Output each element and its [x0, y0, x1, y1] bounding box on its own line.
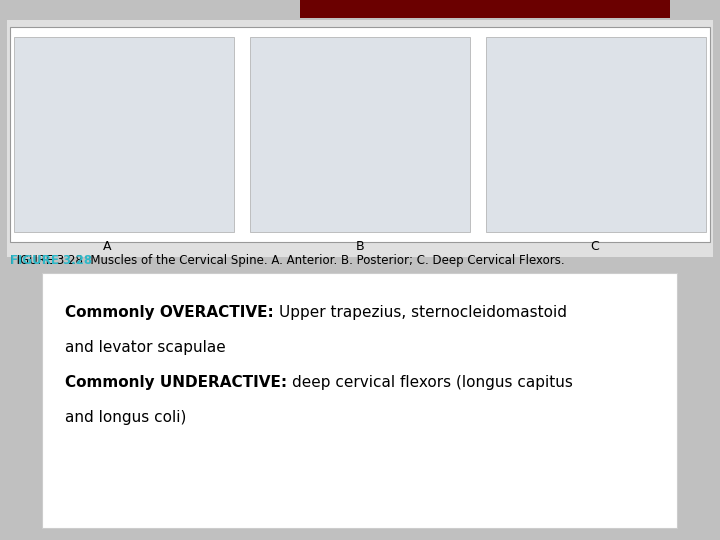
- Bar: [250, 37, 470, 232]
- Text: FIGURE 3.28: FIGURE 3.28: [10, 254, 92, 267]
- Text: and longus coli): and longus coli): [65, 410, 186, 425]
- Text: B: B: [356, 240, 364, 253]
- Bar: [42, 273, 677, 528]
- Bar: [14, 37, 234, 232]
- Bar: [7, 20, 713, 257]
- Text: C: C: [590, 240, 599, 253]
- Text: Upper trapezius, sternocleidomastoid: Upper trapezius, sternocleidomastoid: [279, 305, 567, 320]
- Text: Commonly UNDERACTIVE:: Commonly UNDERACTIVE:: [65, 375, 292, 390]
- Bar: [486, 37, 706, 232]
- Bar: [300, 0, 670, 18]
- Text: deep cervical flexors (longus capitus: deep cervical flexors (longus capitus: [292, 375, 573, 390]
- Text: Commonly OVERACTIVE:: Commonly OVERACTIVE:: [65, 305, 279, 320]
- Bar: [10, 27, 710, 242]
- Text: and levator scapulae: and levator scapulae: [65, 340, 226, 355]
- Text: FIGURE 3.28  Muscles of the Cervical Spine. A. Anterior. B. Posterior; C. Deep C: FIGURE 3.28 Muscles of the Cervical Spin…: [10, 254, 564, 267]
- Text: A: A: [103, 240, 112, 253]
